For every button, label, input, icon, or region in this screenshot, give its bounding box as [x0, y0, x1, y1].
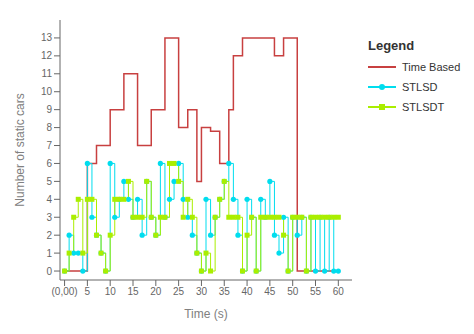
- svg-text:4: 4: [46, 194, 52, 205]
- svg-text:30: 30: [196, 286, 208, 297]
- svg-text:40: 40: [242, 286, 254, 297]
- svg-text:(0,00): (0,00): [52, 286, 78, 297]
- svg-text:60: 60: [333, 286, 345, 297]
- html-text:Time Based: Time Based: [402, 61, 461, 73]
- html-text:STLSD: STLSD: [402, 81, 438, 93]
- svg-text:45: 45: [264, 286, 276, 297]
- svg-text:1: 1: [46, 248, 52, 259]
- svg-text:25: 25: [173, 286, 185, 297]
- svg-text:8: 8: [46, 122, 52, 133]
- svg-text:0: 0: [46, 266, 52, 277]
- svg-text:35: 35: [219, 286, 231, 297]
- svg-text:9: 9: [46, 104, 52, 115]
- svg-text:13: 13: [41, 32, 53, 43]
- svg-text:2: 2: [46, 230, 52, 241]
- svg-text:10: 10: [41, 86, 53, 97]
- html-text:STLSDT: STLSDT: [402, 101, 445, 113]
- svg-text:55: 55: [310, 286, 322, 297]
- svg-text:15: 15: [127, 286, 139, 297]
- svg-text:10: 10: [105, 286, 117, 297]
- svg-text:Number of static cars: Number of static cars: [13, 93, 27, 206]
- svg-text:7: 7: [46, 140, 52, 151]
- svg-text:5: 5: [46, 176, 52, 187]
- svg-text:12: 12: [41, 50, 53, 61]
- svg-text:50: 50: [287, 286, 299, 297]
- svg-text:6: 6: [46, 158, 52, 169]
- svg-text:Time (s): Time (s): [184, 307, 228, 321]
- html-text:Legend: Legend: [368, 38, 415, 53]
- svg-text:11: 11: [42, 68, 53, 79]
- svg-text:3: 3: [46, 212, 52, 223]
- svg-text:5: 5: [85, 286, 91, 297]
- svg-text:20: 20: [150, 286, 162, 297]
